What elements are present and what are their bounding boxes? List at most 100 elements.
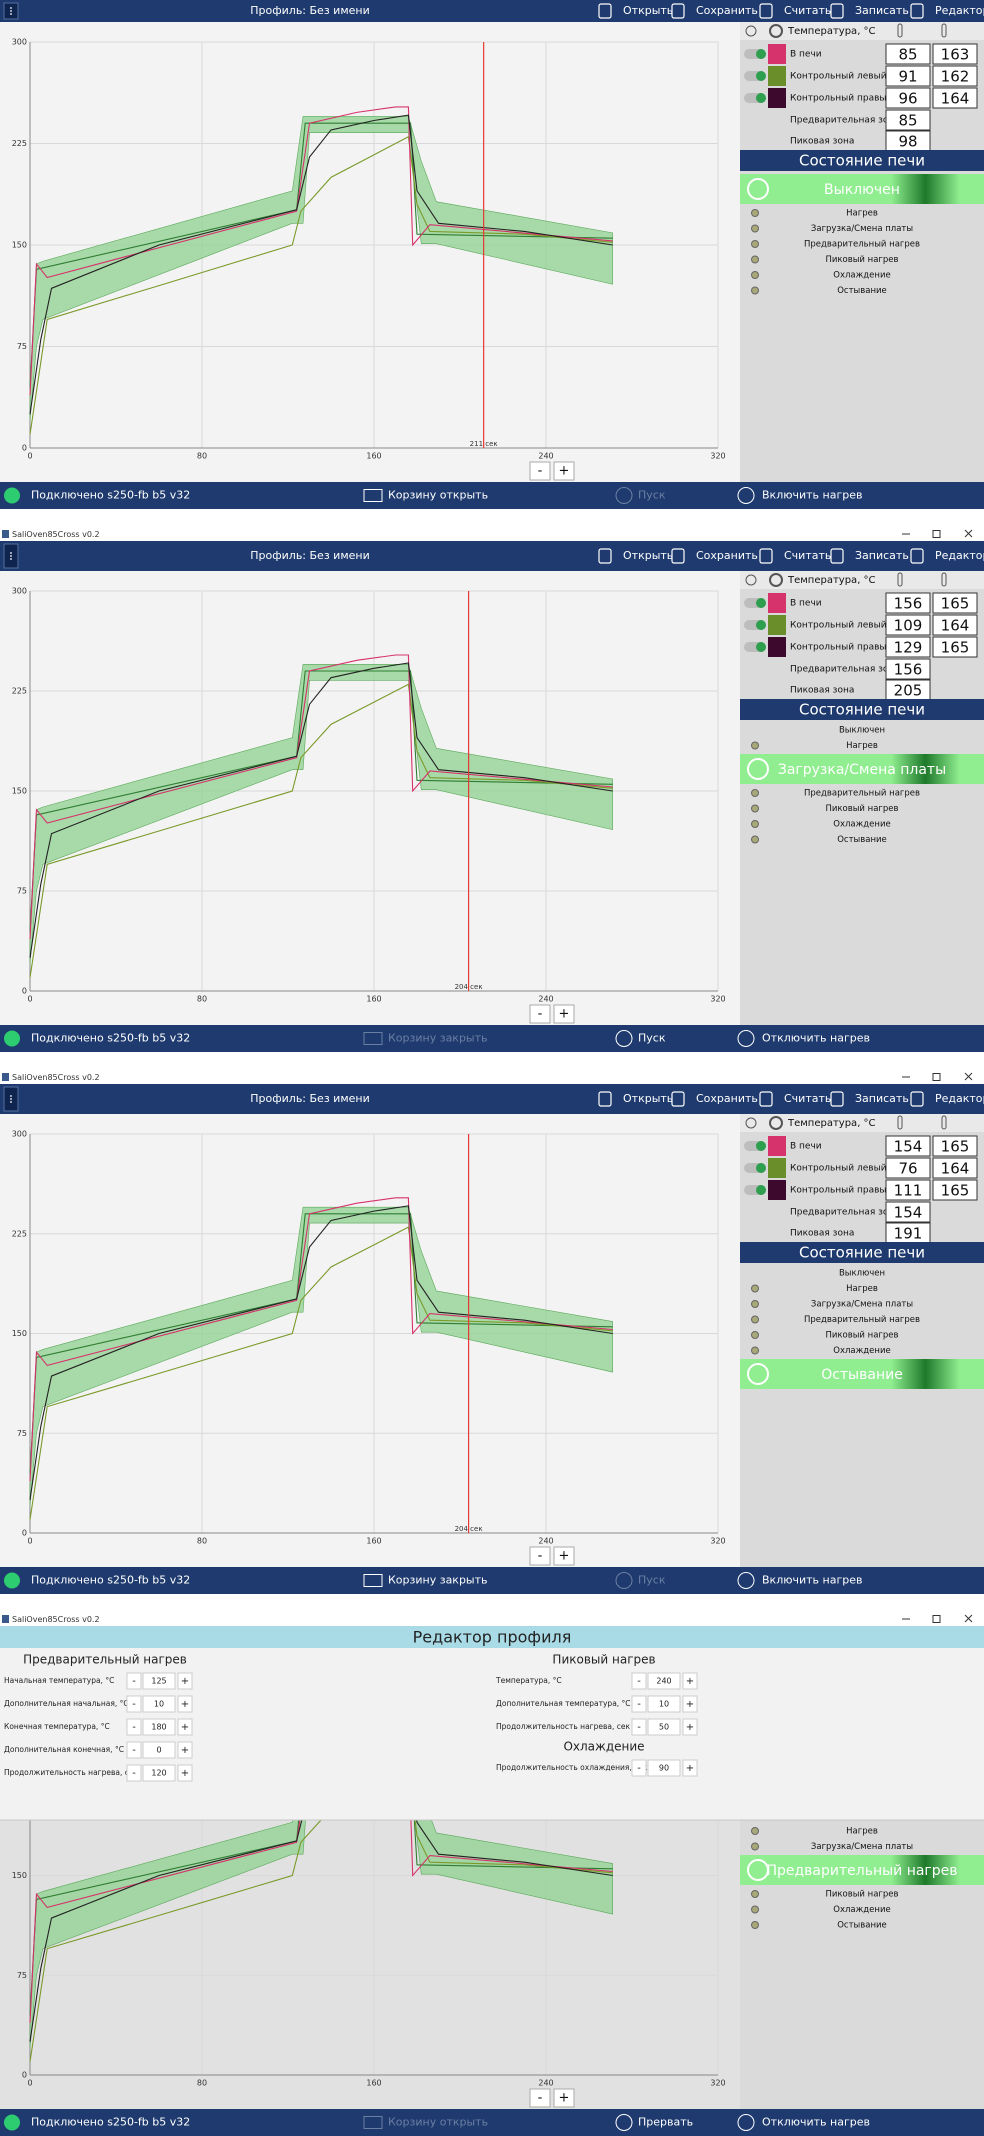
zoom-button-label[interactable]: + xyxy=(559,464,570,479)
plus-button[interactable] xyxy=(682,1718,698,1736)
toolbar-button[interactable]: Записать xyxy=(855,4,909,17)
value-field[interactable] xyxy=(142,1695,176,1713)
zoom-button[interactable] xyxy=(529,1004,551,1024)
maximize-icon[interactable] xyxy=(932,530,941,538)
plus-label[interactable]: + xyxy=(686,1699,694,1710)
plus-button[interactable] xyxy=(177,1718,193,1736)
zoom-button-label[interactable]: - xyxy=(538,1007,543,1022)
minus-label[interactable]: - xyxy=(132,1745,136,1756)
zoom-button[interactable] xyxy=(553,461,575,481)
plus-button[interactable] xyxy=(682,1695,698,1713)
plus-label[interactable]: + xyxy=(181,1676,189,1687)
zoom-button-label[interactable]: + xyxy=(559,2091,570,2106)
basket-icon xyxy=(363,1032,383,1045)
toolbar-button[interactable]: Сохранить xyxy=(696,1092,758,1105)
zoom-button[interactable] xyxy=(553,1004,575,1024)
zoom-button-label[interactable]: + xyxy=(559,1549,570,1564)
toolbar xyxy=(0,0,984,22)
plus-label[interactable]: + xyxy=(181,1699,189,1710)
state-radio xyxy=(751,1827,759,1835)
zoom-button[interactable] xyxy=(553,1546,575,1566)
close-icon[interactable] xyxy=(964,1614,973,1623)
temp-header-label: Температура, °C xyxy=(787,26,876,37)
minus-label[interactable]: - xyxy=(637,1699,641,1710)
toolbar-button[interactable]: Редактор xyxy=(935,4,984,17)
run-button[interactable]: Прервать xyxy=(638,2116,693,2129)
plus-label[interactable]: + xyxy=(181,1722,189,1733)
zoom-button-label[interactable]: - xyxy=(538,1549,543,1564)
zoom-button-label[interactable]: - xyxy=(538,464,543,479)
toolbar-button[interactable]: Считать xyxy=(784,549,831,562)
toolbar-button[interactable]: Сохранить xyxy=(696,549,758,562)
toolbar-button[interactable]: Открыть xyxy=(623,4,673,17)
value-field[interactable] xyxy=(647,1759,681,1777)
value-field[interactable] xyxy=(647,1672,681,1690)
plus-label[interactable]: + xyxy=(686,1676,694,1687)
value-field[interactable] xyxy=(142,1672,176,1690)
value-field[interactable] xyxy=(142,1718,176,1736)
minus-button[interactable] xyxy=(126,1741,142,1759)
plus-button[interactable] xyxy=(177,1764,193,1782)
toolbar-button[interactable]: Считать xyxy=(784,1092,831,1105)
heat-button[interactable]: Отключить нагрев xyxy=(762,2116,870,2129)
value-field[interactable] xyxy=(142,1741,176,1759)
plus-button[interactable] xyxy=(682,1672,698,1690)
close-icon[interactable] xyxy=(964,1072,973,1081)
heat-button[interactable]: Включить нагрев xyxy=(762,489,862,502)
zoom-button-label[interactable]: - xyxy=(538,2091,543,2106)
minus-button[interactable] xyxy=(126,1672,142,1690)
minus-label[interactable]: - xyxy=(132,1768,136,1779)
minus-button[interactable] xyxy=(631,1759,647,1777)
minus-button[interactable] xyxy=(631,1695,647,1713)
minus-label[interactable]: - xyxy=(132,1699,136,1710)
plus-label[interactable]: + xyxy=(686,1722,694,1733)
basket-button[interactable]: Корзину закрыть xyxy=(388,1032,488,1045)
value-field[interactable] xyxy=(647,1695,681,1713)
zoom-button[interactable] xyxy=(529,461,551,481)
minus-label[interactable]: - xyxy=(637,1722,641,1733)
run-button[interactable]: Пуск xyxy=(638,1032,666,1045)
maximize-icon[interactable] xyxy=(932,1073,941,1081)
minus-label[interactable]: - xyxy=(132,1676,136,1687)
plus-label[interactable]: + xyxy=(181,1745,189,1756)
zoom-button[interactable] xyxy=(529,1546,551,1566)
heat-button[interactable]: Отключить нагрев xyxy=(762,1032,870,1045)
plus-button[interactable] xyxy=(177,1672,193,1690)
plus-button[interactable] xyxy=(682,1759,698,1777)
toolbar-button[interactable]: Записать xyxy=(855,1092,909,1105)
basket-button[interactable]: Корзину закрыть xyxy=(388,1574,488,1587)
minus-label[interactable]: - xyxy=(637,1676,641,1687)
toolbar-button[interactable]: Считать xyxy=(784,4,831,17)
field-label: Температура, °C xyxy=(495,1676,562,1685)
minus-button[interactable] xyxy=(126,1718,142,1736)
toolbar-button[interactable]: Записать xyxy=(855,549,909,562)
zoom-button[interactable] xyxy=(553,2088,575,2108)
minus-button[interactable] xyxy=(126,1764,142,1782)
plus-label[interactable]: + xyxy=(686,1763,694,1774)
run-button[interactable]: Пуск xyxy=(638,1574,666,1587)
heat-button[interactable]: Включить нагрев xyxy=(762,1574,862,1587)
value-field[interactable] xyxy=(142,1764,176,1782)
basket-button[interactable]: Корзину открыть xyxy=(388,2116,488,2129)
minus-label[interactable]: - xyxy=(637,1763,641,1774)
minus-button[interactable] xyxy=(126,1695,142,1713)
plus-label[interactable]: + xyxy=(181,1768,189,1779)
close-icon[interactable] xyxy=(964,529,973,538)
status-bar xyxy=(0,1025,984,1052)
plus-button[interactable] xyxy=(177,1695,193,1713)
toolbar-button[interactable]: Сохранить xyxy=(696,4,758,17)
toolbar-button[interactable]: Открыть xyxy=(623,549,673,562)
minus-label[interactable]: - xyxy=(132,1722,136,1733)
toolbar-button[interactable]: Открыть xyxy=(623,1092,673,1105)
value-field[interactable] xyxy=(647,1718,681,1736)
basket-button[interactable]: Корзину открыть xyxy=(388,489,488,502)
zoom-button[interactable] xyxy=(529,2088,551,2108)
minus-button[interactable] xyxy=(631,1672,647,1690)
toolbar-button[interactable]: Редактор xyxy=(935,1092,984,1105)
toolbar-button[interactable]: Редактор xyxy=(935,549,984,562)
plus-button[interactable] xyxy=(177,1741,193,1759)
zoom-button-label[interactable]: + xyxy=(559,1007,570,1022)
run-button[interactable]: Пуск xyxy=(638,489,666,502)
minus-button[interactable] xyxy=(631,1718,647,1736)
maximize-icon[interactable] xyxy=(932,1615,941,1623)
